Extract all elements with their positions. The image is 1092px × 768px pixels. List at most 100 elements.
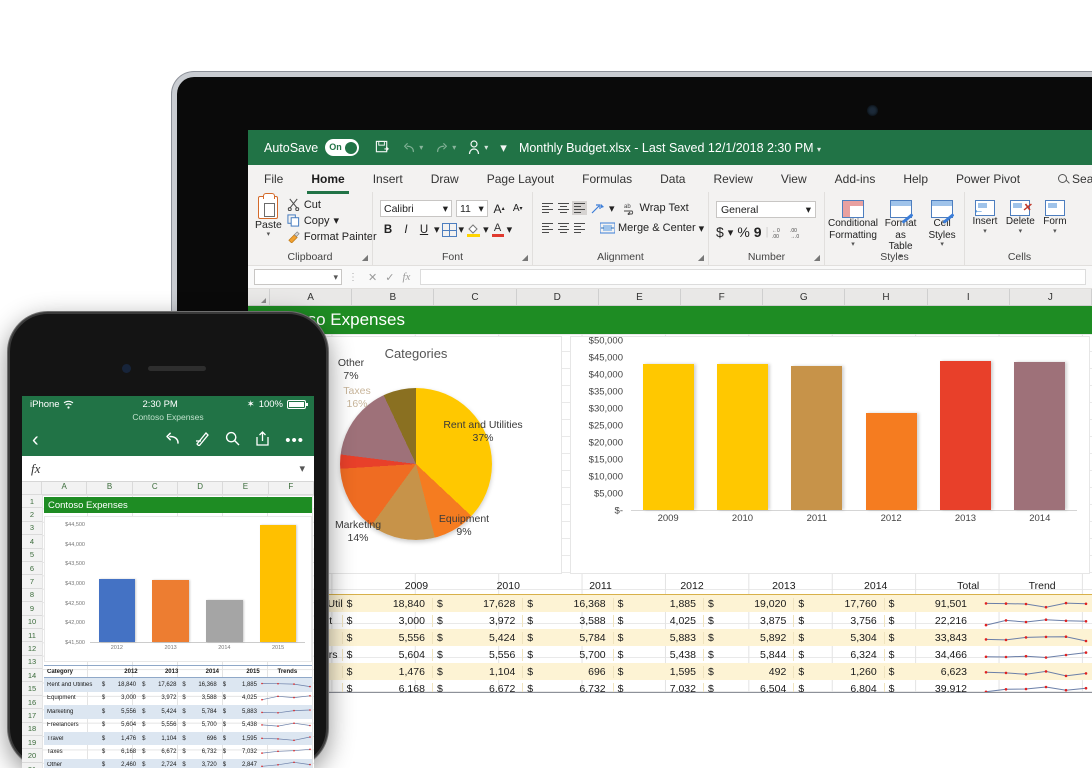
table-row[interactable]: Equipment$3,000$3,972$3,588$4,025$3,875$… bbox=[248, 612, 1092, 629]
bold-button[interactable]: B bbox=[383, 223, 393, 236]
table-cell-sparkline[interactable] bbox=[974, 648, 1092, 662]
paste-chevron-icon[interactable]: ▾ bbox=[266, 231, 271, 239]
tab-file[interactable]: File bbox=[264, 171, 284, 186]
mobile-sparkline-cell[interactable] bbox=[260, 759, 312, 768]
column-header-e[interactable]: E bbox=[599, 289, 682, 305]
borders-chevron-icon[interactable]: ▾ bbox=[458, 224, 465, 236]
mobile-table-cell[interactable]: $1,885 bbox=[222, 682, 257, 689]
table-cell[interactable]: $5,883 bbox=[612, 631, 703, 644]
column-header-a[interactable]: A bbox=[270, 289, 353, 305]
mobile-column-e[interactable]: E bbox=[223, 482, 269, 494]
mobile-table-row[interactable]: Marketing $5,556 $5,424 $5,784 $5,883 bbox=[44, 705, 312, 719]
mobile-table-cell[interactable]: $18,840 bbox=[101, 682, 137, 689]
undo-chevron-icon[interactable]: ▾ bbox=[419, 143, 424, 152]
mobile-table-row[interactable]: Rent and Utilities $18,840 $17,628 $16,368 $… bbox=[44, 678, 312, 692]
mobile-sparkline-cell[interactable] bbox=[260, 679, 312, 691]
share-person-icon[interactable]: ▾ bbox=[468, 140, 488, 155]
table-cell[interactable]: $492 bbox=[702, 665, 793, 678]
column-header-c[interactable]: C bbox=[434, 289, 517, 305]
table-cell[interactable]: $17,760 bbox=[793, 597, 883, 610]
table-cell[interactable]: $1,104 bbox=[431, 665, 522, 678]
mobile-table-cell[interactable]: $3,720 bbox=[182, 762, 217, 768]
mobile-row-number[interactable]: 13 bbox=[22, 656, 42, 670]
table-cell[interactable]: $1,260 bbox=[793, 665, 883, 678]
mobile-table-cell[interactable]: $16,368 bbox=[182, 682, 217, 689]
undo-icon[interactable] bbox=[164, 432, 180, 449]
table-cell[interactable]: $18,840 bbox=[341, 597, 432, 610]
mobile-worksheet[interactable]: 1234567891011121314151617181920212223242… bbox=[22, 495, 314, 768]
format-as-table-button[interactable]: Format as Table ▾ bbox=[883, 200, 918, 261]
mobile-row-number[interactable]: 4 bbox=[22, 535, 42, 549]
format-table-chevron-icon[interactable]: ▾ bbox=[898, 252, 903, 260]
column-header-i[interactable]: I bbox=[928, 289, 1010, 305]
paste-button[interactable]: Paste ▾ bbox=[255, 193, 282, 239]
table-cell[interactable]: $5,424 bbox=[431, 631, 522, 644]
copy-button[interactable]: Copy ▾ bbox=[287, 214, 377, 227]
align-center-button[interactable] bbox=[556, 221, 571, 235]
mobile-formula-chevron-icon[interactable]: ▾ bbox=[299, 463, 305, 475]
format-cells-button[interactable]: Form ▾ bbox=[1043, 200, 1067, 236]
mobile-row-number[interactable]: 3 bbox=[22, 522, 42, 536]
tab-home[interactable]: Home bbox=[307, 168, 350, 194]
mobile-row-number[interactable]: 2 bbox=[22, 508, 42, 522]
table-cell[interactable]: $4,025 bbox=[612, 614, 703, 627]
enter-formula-button[interactable]: ✓ bbox=[385, 271, 395, 284]
table-cell[interactable]: $6,324 bbox=[793, 648, 883, 661]
mobile-row-number[interactable]: 20 bbox=[22, 749, 42, 763]
mobile-table-row[interactable]: Equipment $3,000 $3,972 $3,588 $4,025 bbox=[44, 692, 312, 705]
percent-button[interactable]: % bbox=[737, 224, 750, 240]
mobile-table-row[interactable]: Taxes $6,168 $6,672 $6,732 $7,032 bbox=[44, 745, 312, 758]
mobile-row-number[interactable]: 19 bbox=[22, 736, 42, 750]
table-cell[interactable]: $3,588 bbox=[522, 614, 612, 627]
mobile-row-number[interactable]: 10 bbox=[22, 616, 42, 629]
save-icon[interactable] bbox=[375, 140, 390, 155]
conditional-formatting-button[interactable]: Conditional Formatting ▾ bbox=[828, 200, 878, 249]
autosave-control[interactable]: AutoSave On bbox=[264, 139, 360, 156]
title-chevron-icon[interactable]: ▾ bbox=[817, 144, 822, 154]
table-cell[interactable]: $3,875 bbox=[702, 614, 793, 627]
mobile-table-row[interactable]: Freelancers $5,604 $5,556 $5,700 $5,438 bbox=[44, 719, 312, 732]
mobile-row-number[interactable]: 15 bbox=[22, 682, 42, 696]
table-cell[interactable]: $696 bbox=[522, 665, 612, 678]
mobile-table-cell[interactable]: $3,588 bbox=[182, 695, 217, 702]
tab-power-pivot[interactable]: Power Pivot bbox=[956, 171, 1021, 186]
align-bottom-button[interactable] bbox=[572, 201, 587, 215]
table-cell[interactable]: $16,368 bbox=[522, 597, 612, 610]
table-cell[interactable]: $6,672 bbox=[431, 682, 522, 692]
mobile-sparkline-cell[interactable] bbox=[260, 706, 312, 718]
insert-function-button[interactable]: fx bbox=[402, 270, 411, 283]
redo-icon[interactable]: ▾ bbox=[435, 142, 456, 154]
number-format-select[interactable]: General ▾ bbox=[716, 201, 816, 218]
table-cell[interactable]: $5,784 bbox=[522, 631, 612, 644]
mobile-column-b[interactable]: B bbox=[87, 482, 133, 494]
mobile-table-cell[interactable]: $7,032 bbox=[222, 749, 257, 756]
decrease-decimal-icon[interactable]: .00→.0 bbox=[790, 226, 804, 239]
mobile-row-number[interactable]: 12 bbox=[22, 642, 42, 656]
mobile-row-number[interactable]: 16 bbox=[22, 696, 42, 710]
table-row[interactable]: Marketing$5,556$5,424$5,784$5,883$5,892$… bbox=[248, 629, 1092, 646]
mobile-row-number[interactable]: 18 bbox=[22, 723, 42, 737]
font-size-select[interactable]: 11 ▾ bbox=[455, 200, 488, 217]
orientation-icon[interactable] bbox=[590, 202, 606, 215]
fill-color-icon[interactable] bbox=[466, 223, 481, 237]
column-header-b[interactable]: B bbox=[352, 289, 435, 305]
mobile-row-number[interactable]: 5 bbox=[22, 549, 42, 562]
back-button[interactable]: ‹ bbox=[32, 428, 39, 451]
mobile-row-number[interactable]: 6 bbox=[22, 562, 42, 576]
align-right-button[interactable] bbox=[572, 221, 587, 235]
font-color-icon[interactable]: A bbox=[491, 222, 505, 237]
table-cell[interactable]: $5,556 bbox=[431, 648, 522, 661]
mobile-table-cell[interactable]: $5,556 bbox=[142, 722, 177, 729]
table-cell[interactable]: $5,438 bbox=[612, 648, 703, 661]
table-cell[interactable]: $7,032 bbox=[612, 682, 703, 692]
table-row[interactable]: Taxes$6,168$6,672$6,732$7,032$6,504$6,80… bbox=[248, 680, 1092, 692]
search-box[interactable]: Search bbox=[1058, 172, 1092, 186]
insert-cells-button[interactable]: ← Insert ▾ bbox=[972, 200, 998, 236]
alignment-dialog-launcher-icon[interactable]: ◢ bbox=[697, 253, 704, 262]
mobile-table-row[interactable]: Other $2,460 $2,724 $3,720 $2,847 bbox=[44, 758, 312, 768]
column-header-h[interactable]: H bbox=[845, 289, 928, 305]
mobile-table-cell[interactable]: $5,700 bbox=[182, 722, 217, 729]
font-name-select[interactable]: Calibri ▾ bbox=[380, 200, 452, 217]
insert-chevron-icon[interactable]: ▾ bbox=[983, 227, 987, 235]
mobile-column-c[interactable]: C bbox=[133, 482, 178, 494]
